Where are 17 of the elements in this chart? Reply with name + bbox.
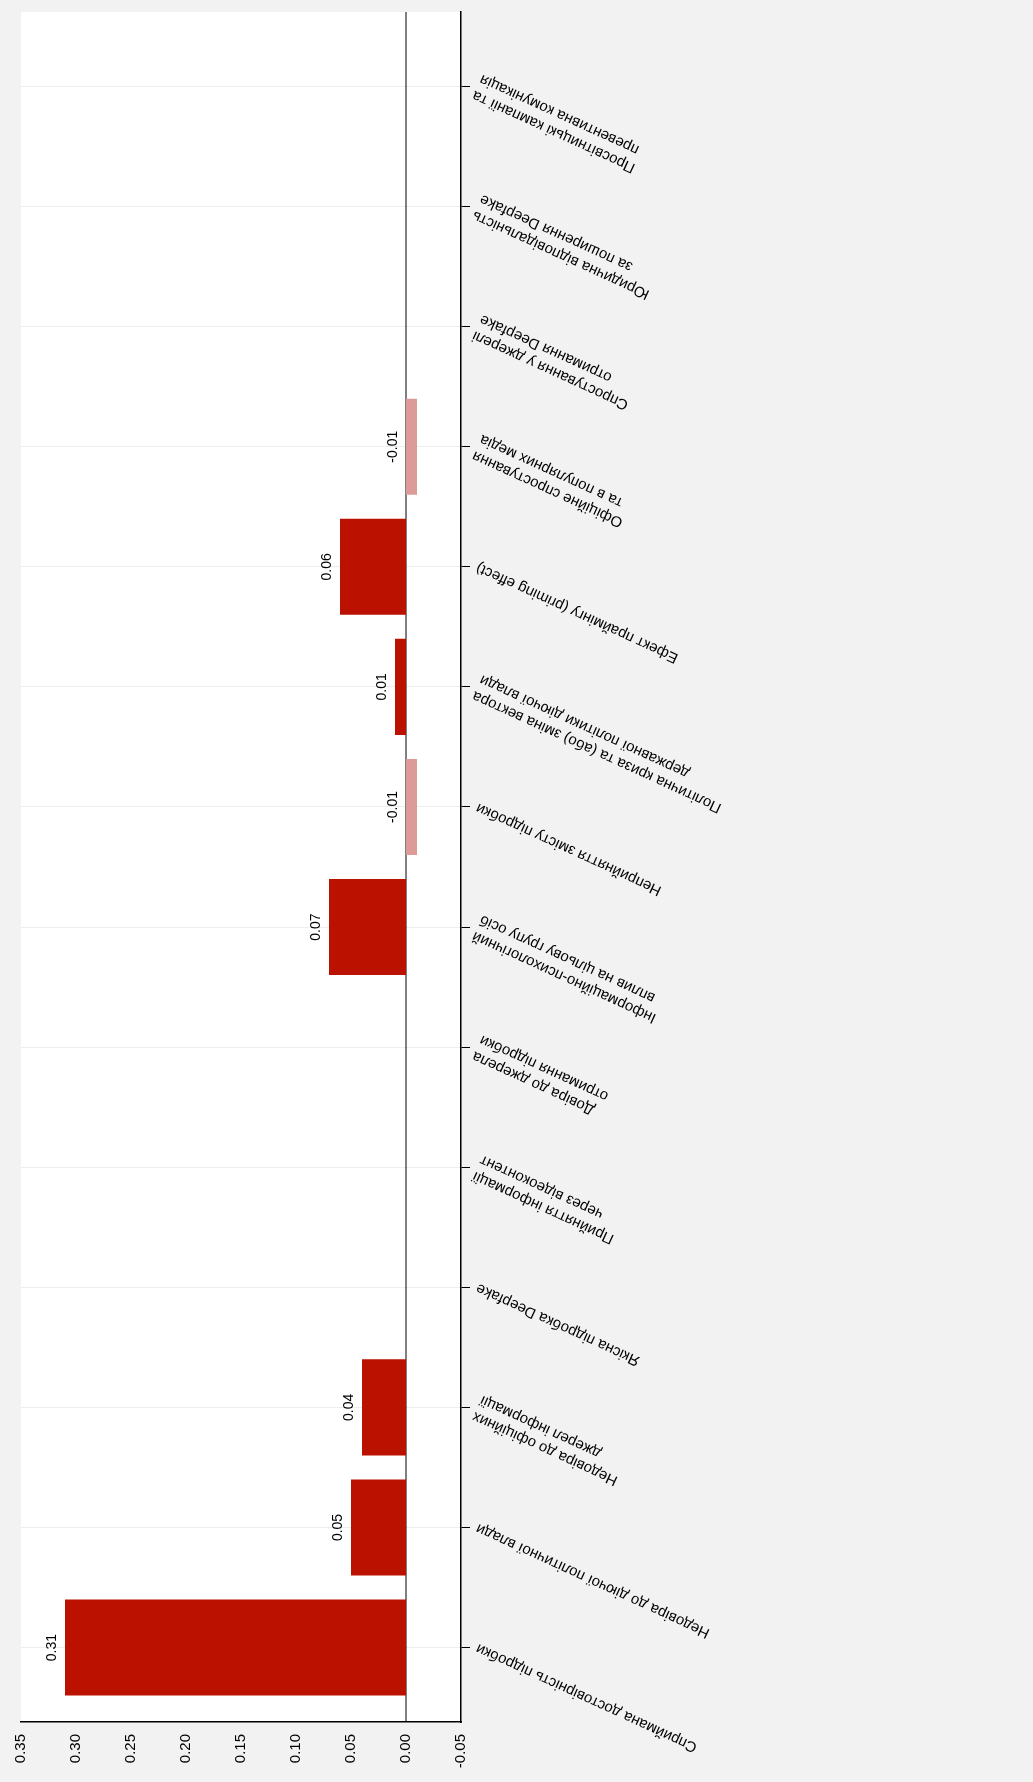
data-label: 0.31 — [42, 1633, 59, 1662]
data-label: 0.04 — [339, 1393, 356, 1421]
x-tick-label: 0.20 — [176, 1734, 194, 1764]
data-label: 0.05 — [328, 1513, 345, 1542]
x-tick-label: 0.00 — [396, 1734, 414, 1764]
x-tick-label: 0.30 — [66, 1734, 84, 1764]
x-tick-label: 0.35 — [11, 1734, 29, 1764]
data-label: 0.07 — [306, 913, 323, 941]
x-tick-label: 0.05 — [341, 1734, 359, 1764]
data-label: -0.01 — [383, 790, 400, 823]
data-label: -0.01 — [383, 430, 400, 463]
x-tick-label: 0.10 — [286, 1734, 304, 1764]
data-label: 0.01 — [372, 673, 389, 701]
x-tick-label: -0.05 — [451, 1734, 469, 1769]
data-label: 0.06 — [317, 552, 334, 581]
x-tick-label: 0.15 — [231, 1734, 249, 1764]
x-tick-label: 0.25 — [121, 1734, 139, 1764]
